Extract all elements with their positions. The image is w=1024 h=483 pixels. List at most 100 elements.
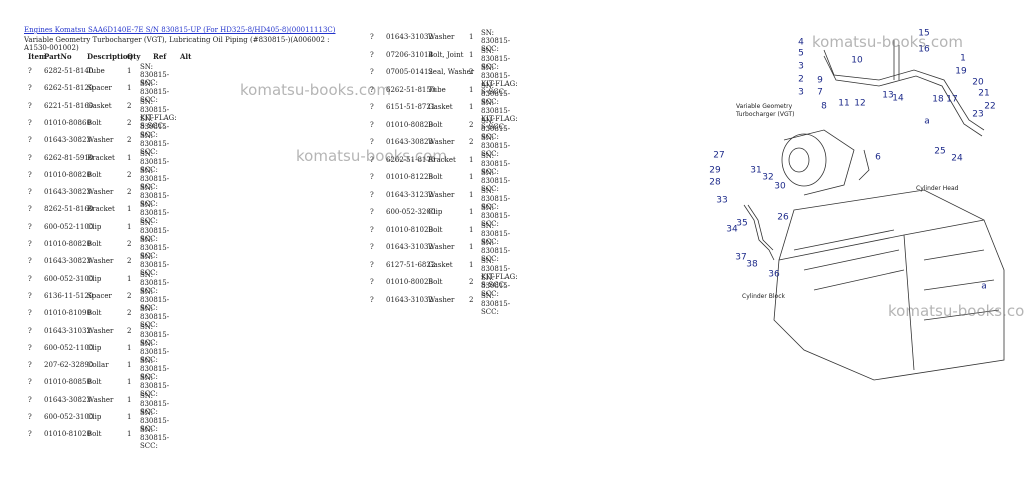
description: Clip [87,413,102,421]
quantity: 2 [127,326,132,335]
description: Washer [428,243,455,251]
description: Bolt [428,173,443,181]
quantity: 1 [469,85,474,94]
part-number: 600-052-3100 [44,274,94,283]
callout: 7 [817,88,823,98]
quantity: 2 [127,257,132,266]
part-number: 01643-30823 [44,395,91,404]
item: ? [370,138,374,146]
reference: SN: 830815-SCC: [140,391,170,416]
quantity: 2 [127,136,132,145]
part-number: 01643-30823 [44,136,91,145]
description: Gasket [428,260,453,269]
part-number: 01010-80860 [44,118,91,127]
callout: 31 [750,166,761,176]
item: ? [28,153,32,162]
part-number: 6151-51-8721 [386,103,436,111]
part-number: 8262-51-8160 [44,205,94,214]
item: ? [28,257,32,266]
reference: SN: 830815-SCC: [140,132,170,157]
description: Spacer [87,84,112,93]
reference: SN: 830815-KIT-FLAG: S-SCC: [140,97,177,130]
reference: SN: 830815-SCC: [481,186,511,211]
reference: SN: 830815-SCC: [481,291,511,316]
description: Washer [87,257,114,266]
item: ? [370,68,374,76]
breadcrumb-link[interactable]: Engines Komatsu SAA6D140E-7E S/N 830815-… [24,26,336,34]
callout: 28 [709,178,721,188]
quantity: 1 [469,190,474,199]
item: ? [28,395,32,404]
part-number: 01643-31032 [386,243,433,251]
description: Spacer [87,291,112,300]
quantity: 2 [127,170,132,179]
description: Washer [87,326,114,335]
item: ? [370,243,374,251]
description: Bolt [428,225,443,234]
description: Bracket [87,205,115,214]
callout: 15 [918,29,929,39]
reference: SN: 830815-SCC: [140,149,170,174]
callout: 30 [774,182,786,192]
part-number: 01010-80820 [386,120,433,129]
callout: 37 [735,253,746,263]
callout: 22 [984,102,995,112]
quantity: 1 [127,378,132,387]
watermark: komatsu-books.com [812,33,963,51]
item: ? [28,118,32,127]
description: Washer [428,295,455,304]
description: Collar [87,361,109,370]
diagram-label: Cylinder Head [916,185,959,192]
diagram-label: Cylinder Block [742,293,786,300]
quantity: 1 [127,343,132,352]
parts-diagram: Variable Geometry Turbocharger (VGT) Cyl… [709,29,1005,381]
part-number: 01010-81020 [386,225,433,234]
reference: SN: 830815-SCC: [481,151,511,176]
quantity: 1 [469,243,474,251]
part-number: 01010-80850 [44,378,91,387]
reference: SN: 830815-SCC: [140,339,170,364]
part-number: 207-62-32890 [44,361,94,370]
callout: 19 [955,67,967,77]
part-number: 01643-30823 [386,138,433,146]
quantity: 1 [469,33,474,41]
item: ? [28,343,32,352]
callout: 3 [798,62,804,72]
item: ? [28,222,32,231]
item: ? [28,84,32,93]
description: Washer [87,136,114,145]
description: Washer [428,190,455,199]
callout: 27 [713,151,724,161]
reference: SN: 830815-KIT-FLAG: S-SCC: [481,64,518,96]
item: ? [370,278,374,286]
quantity: 1 [127,84,132,93]
description: Washer [428,138,455,146]
callout: 2 [798,75,804,85]
page-title: Variable Geometry Turbocharger (VGT), Lu… [24,36,330,52]
part-number: 01643-30823 [44,257,91,266]
reference: SN: 830815-SCC: [140,357,170,382]
column-header: Qty [127,52,141,61]
reference: SN: 830815-SCC: [140,184,170,209]
part-number: 6262-81-5910 [44,153,94,162]
item: ? [28,378,32,387]
quantity: 1 [469,155,474,164]
quantity: 1 [127,274,132,283]
part-number: 01010-81090 [44,309,91,318]
callout: 33 [716,196,727,206]
part-number: 600-052-1100 [44,343,94,352]
callout: 17 [946,95,957,105]
callout: a [981,282,987,292]
reference: SN: 830815-SCC: [481,169,511,193]
callout: 29 [709,166,721,176]
quantity: 2 [127,118,132,127]
callout: 24 [951,154,963,164]
item: ? [370,173,374,181]
description: Tube [428,85,446,94]
item: ? [28,67,32,75]
callout: 36 [768,270,780,280]
part-number: 6221-51-8160 [44,101,94,110]
part-number: 6262-51-8120 [44,84,94,93]
quantity: 1 [127,395,132,404]
diagram-label: Turbocharger (VGT) [735,111,794,118]
